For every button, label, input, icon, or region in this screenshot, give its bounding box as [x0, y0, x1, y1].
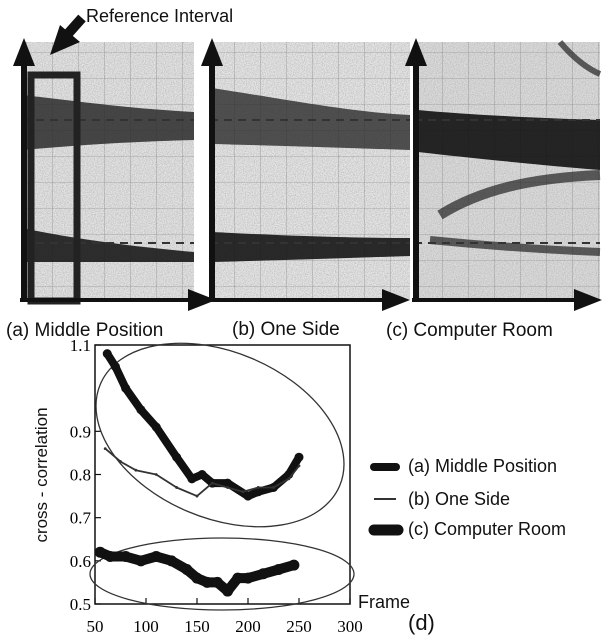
series-computer-room-point [135, 555, 147, 567]
series-middle-position-point [151, 422, 161, 432]
caption-one-side: (b) One Side [232, 319, 340, 340]
x-tick-label: 100 [133, 617, 159, 636]
series-middle-position-point [243, 491, 253, 501]
panel-c-spectrogram [405, 38, 602, 311]
panel-b-spectrogram [201, 38, 410, 311]
y-tick-label: 0.8 [70, 466, 91, 485]
series-computer-room-point [211, 576, 223, 588]
legend-label-b: (b) One Side [408, 489, 511, 509]
plot-frame [94, 344, 351, 605]
series-computer-room-point [150, 551, 162, 563]
series-computer-room-point [166, 555, 177, 567]
series-one-side-point [297, 464, 301, 468]
series-computer-room-point [232, 572, 244, 584]
series-one-side-point [195, 494, 199, 498]
series-computer-room-point [242, 572, 254, 584]
y-tick-label: 1.1 [70, 336, 91, 355]
series-one-side-point [119, 460, 122, 463]
series-middle-position-point [253, 487, 263, 497]
series-middle-position-point [110, 362, 120, 372]
series-one-side-point [210, 481, 214, 485]
series-computer-room-point [201, 576, 213, 588]
series-middle-position-point [136, 405, 146, 415]
series-middle-position-point [187, 474, 197, 484]
series-computer-room-point [191, 572, 203, 584]
series-middle-position-point [121, 383, 131, 393]
legend-label-c: (c) Computer Room [408, 519, 567, 539]
x-axis-label: Frame [358, 592, 411, 612]
series-layer [94, 349, 304, 597]
y-tick-label: 0.9 [70, 422, 91, 441]
y-tick-label: 0.7 [70, 509, 92, 528]
x-tick-label: 50 [87, 617, 104, 636]
y-tick-label: 0.5 [70, 595, 91, 614]
y-ticks: 0.5 0.6 0.7 0.8 0.9 1.1 [70, 336, 101, 614]
series-computer-room-point [288, 559, 300, 571]
series-computer-room-point [222, 585, 234, 597]
series-middle-position-point [223, 478, 233, 488]
series-one-side-point [134, 468, 138, 472]
reference-arrow [50, 14, 86, 55]
series-computer-room-point [273, 563, 285, 575]
legend-label-a: (a) Middle Position [408, 456, 558, 476]
series-computer-room-point [181, 563, 193, 575]
x-tick-label: 250 [286, 617, 312, 636]
series-computer-room [95, 547, 299, 596]
series-middle-position-point [197, 470, 207, 479]
series-one-side-point [272, 486, 275, 489]
series-middle-position-point [172, 452, 182, 462]
reference-interval-label: Reference Interval [86, 6, 234, 26]
caption-computer-room: (c) Computer Room [386, 320, 553, 341]
series-computer-room-point [257, 568, 269, 580]
x-tick-label: 300 [337, 617, 363, 636]
x-tick-label: 200 [235, 617, 261, 636]
series-middle-position-point [294, 452, 304, 462]
series-one-side-point [226, 486, 230, 489]
series-middle-position-point [102, 349, 112, 359]
y-tick-label: 0.6 [70, 552, 91, 571]
caption-middle-position: (a) Middle Position [6, 320, 164, 341]
series-one-side-point [287, 477, 291, 481]
lower-cluster-ellipse [89, 537, 355, 611]
series-one-side-point [256, 486, 260, 489]
series-one-side-point [175, 486, 179, 489]
legend [368, 463, 404, 536]
chart-d: 0.5 0.6 0.7 0.8 0.9 1.1 50 100 150 200 250 300 [70, 336, 404, 636]
series-computer-room-point [120, 551, 132, 563]
panel-a-spectrogram [13, 38, 216, 311]
series-computer-room-point [94, 546, 106, 558]
x-ticks: 50 100 150 200 250 300 [87, 598, 363, 636]
x-tick-label: 150 [184, 617, 210, 636]
series-computer-room-point [104, 551, 116, 563]
series-one-side-point [241, 490, 245, 494]
panel-label-d: (d) [408, 610, 435, 635]
series-one-side-point [154, 473, 158, 476]
y-axis-label: cross - correlation [32, 407, 51, 543]
upper-cluster-ellipse [95, 342, 345, 528]
series-one-side-point [103, 447, 107, 450]
